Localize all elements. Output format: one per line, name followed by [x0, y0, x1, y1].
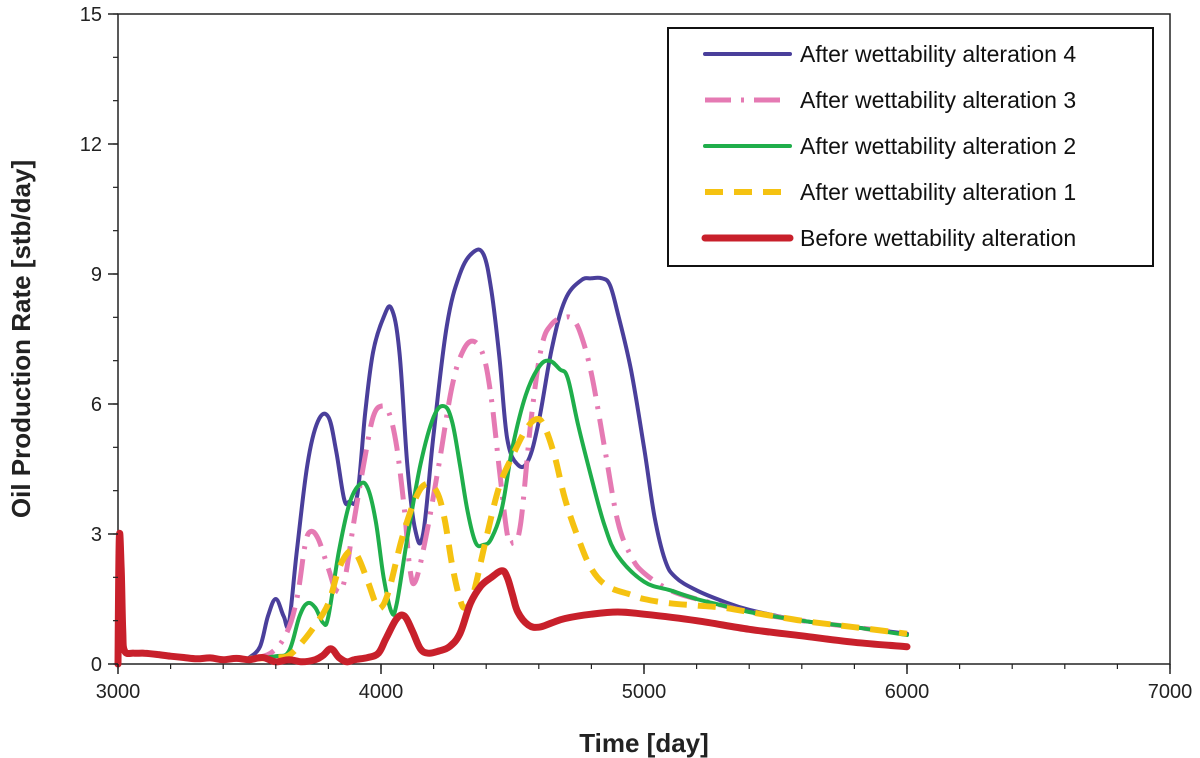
- y-tick-label: 6: [91, 394, 102, 416]
- x-tick-label: 4000: [359, 681, 404, 703]
- series-layer: [114, 247, 911, 668]
- y-tick-label: 15: [80, 4, 102, 26]
- y-axis-title: Oil Production Rate [stb/day]: [6, 160, 36, 518]
- y-tick-label: 9: [91, 264, 102, 286]
- ticks-layer: 3000 4000 5000 6000 7000 0 3 6 9 12 15: [80, 4, 1193, 703]
- legend-label-2: After wettability alteration 3: [800, 87, 1076, 113]
- legend-label-4: After wettability alteration 1: [800, 179, 1076, 205]
- series-line-2: [248, 314, 908, 662]
- series-line-5: [114, 529, 911, 668]
- legend-label-3: After wettability alteration 2: [800, 133, 1076, 159]
- legend-label-1: After wettability alteration 4: [800, 41, 1076, 67]
- x-tick-label: 3000: [96, 681, 141, 703]
- y-tick-label: 0: [91, 654, 102, 676]
- series-line-1: [247, 247, 909, 660]
- x-axis-title: Time [day]: [579, 728, 709, 758]
- legend: After wettability alteration 4 After wett…: [667, 27, 1154, 267]
- y-tick-label: 12: [80, 134, 102, 156]
- y-tick-label: 3: [91, 524, 102, 546]
- x-tick-label: 7000: [1148, 681, 1193, 703]
- x-tick-label: 5000: [622, 681, 667, 703]
- legend-label-5: Before wettability alteration: [800, 225, 1076, 251]
- x-tick-label: 6000: [885, 681, 930, 703]
- series-line-3: [247, 358, 909, 661]
